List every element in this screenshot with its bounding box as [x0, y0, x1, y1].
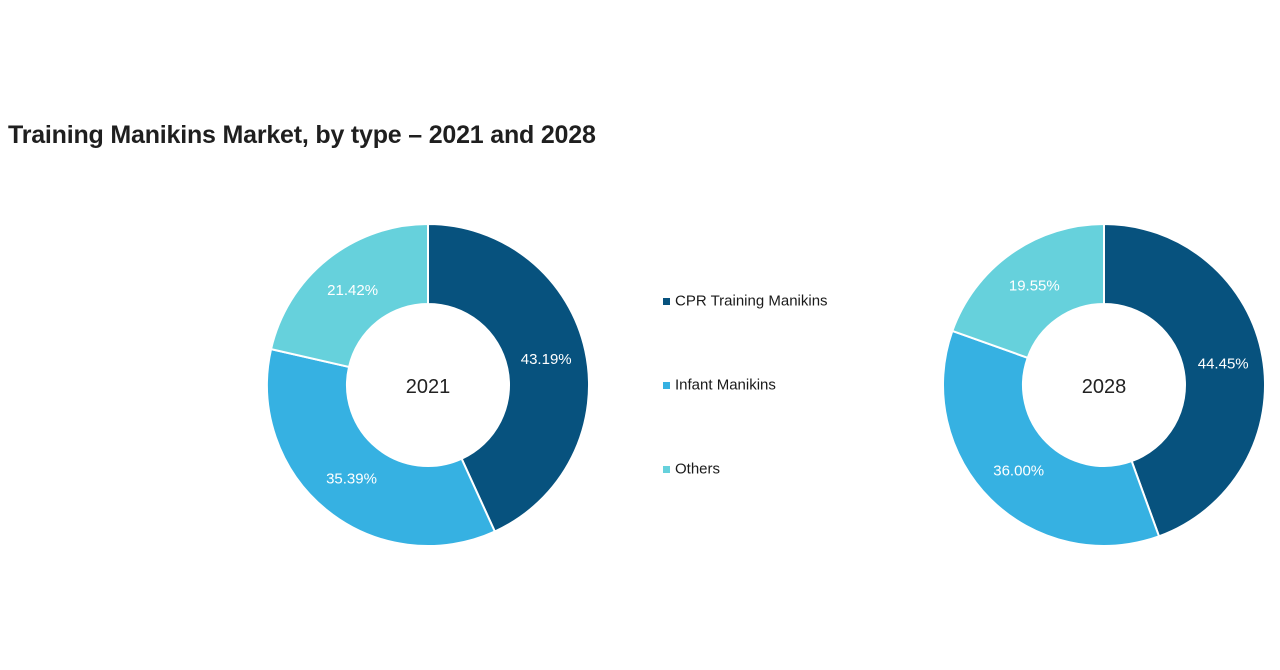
- slice-label-2021-infant-manikins: 35.39%: [326, 470, 377, 487]
- slice-2021-cpr-training-manikins: [427, 222, 590, 533]
- slice-label-2028-infant-manikins: 36.00%: [993, 462, 1044, 479]
- slice-2028-others: [951, 222, 1105, 360]
- legend-swatch-infant-manikins: [663, 382, 670, 389]
- slice-label-2021-cpr-training-manikins: 43.19%: [521, 351, 572, 368]
- slice-2021-others: [269, 222, 429, 369]
- donut-chart-2028: 44.45% 36.00% 19.55% 2028: [942, 222, 1266, 547]
- legend-label-infant-manikins: Infant Manikins: [675, 377, 776, 394]
- slice-label-2028-others: 19.55%: [1009, 278, 1060, 295]
- donut-chart-2021: 43.19% 35.39% 21.42% 2021: [266, 222, 590, 547]
- legend-swatch-others: [663, 466, 670, 473]
- donut-center-label-2021: 2021: [406, 376, 451, 398]
- chart-title: Training Manikins Market, by type – 2021…: [8, 121, 596, 149]
- slice-2028-infant-manikins: [942, 329, 1161, 547]
- donut-center-label-2028: 2028: [1082, 376, 1127, 398]
- slice-2028-cpr-training-manikins: [1103, 222, 1266, 538]
- legend: CPR Training Manikins Infant Manikins Othe…: [663, 293, 828, 478]
- slice-label-2021-others: 21.42%: [327, 282, 378, 299]
- legend-swatch-cpr-training-manikins: [663, 298, 670, 305]
- legend-label-cpr-training-manikins: CPR Training Manikins: [675, 293, 828, 310]
- slice-label-2028-cpr-training-manikins: 44.45%: [1198, 356, 1249, 373]
- legend-label-others: Others: [675, 461, 720, 478]
- slice-2021-infant-manikins: [266, 347, 497, 547]
